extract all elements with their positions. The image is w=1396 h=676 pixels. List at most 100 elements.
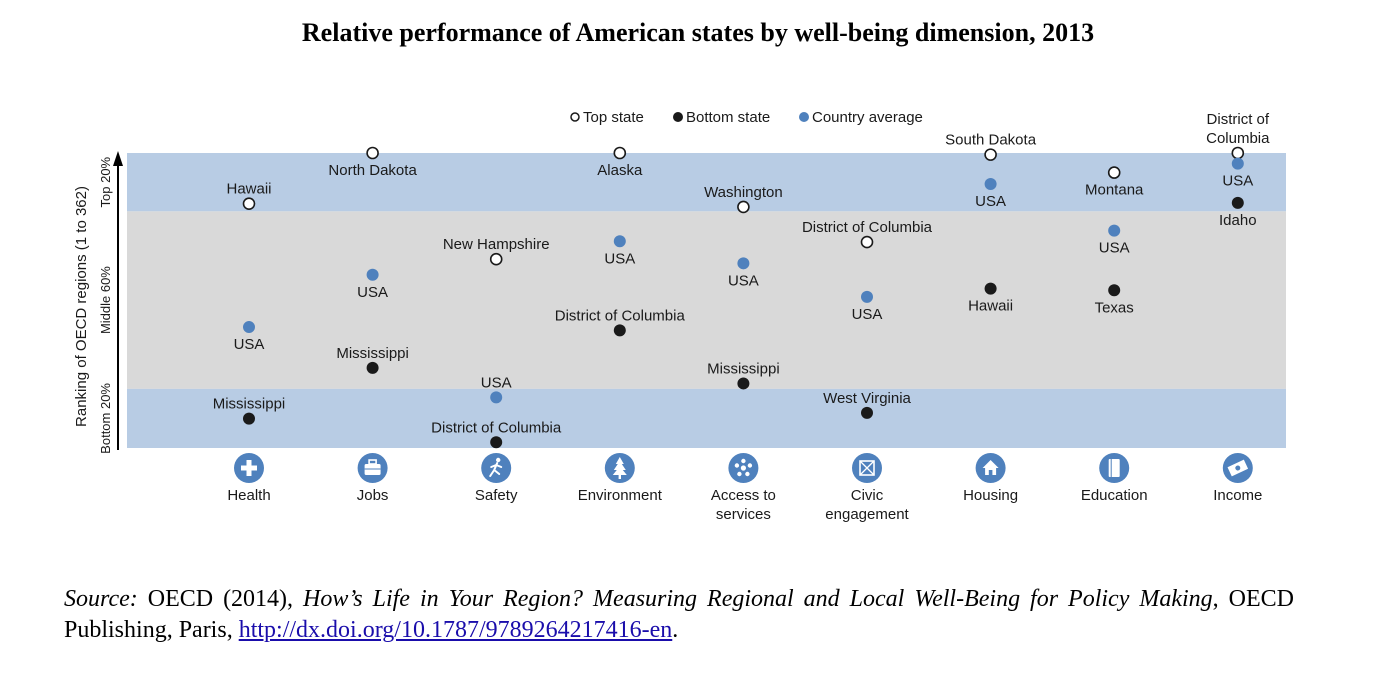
- point-bottom-state: [243, 412, 255, 425]
- point-country-average: [861, 290, 873, 303]
- point-top-state: [1107, 166, 1121, 179]
- point-label: USA: [234, 336, 265, 353]
- point-label: District of Columbia: [802, 219, 933, 236]
- source-link[interactable]: http://dx.doi.org/10.1787/9789264217416-…: [238, 617, 673, 643]
- network-nodes-icon: [728, 453, 759, 483]
- y-axis: Top 20% Middle 60% Bottom 20% Ranking of OE…: [73, 151, 123, 454]
- point-top-state: [984, 148, 997, 161]
- point-label: Washington: [704, 184, 783, 201]
- point-label: Mississippi: [707, 360, 780, 377]
- point-country-average: [1231, 157, 1244, 170]
- point-label: USA: [481, 374, 512, 391]
- legend-marker-average: [799, 112, 809, 122]
- point-top-state: [613, 146, 627, 160]
- point-label: South Dakota: [945, 132, 1037, 149]
- point-bottom-state: [984, 282, 997, 295]
- band-bottom-20: [127, 388, 1286, 448]
- category-label: Civic: [851, 487, 884, 504]
- point-bottom-state: [737, 377, 750, 390]
- point-label: Alaska: [597, 162, 643, 179]
- source-suffix: .: [672, 617, 679, 643]
- ballot-box-icon: [852, 453, 882, 483]
- point-top-state: [860, 235, 874, 249]
- legend-label-bottom: Bottom state: [686, 109, 770, 126]
- point-label: West Virginia: [823, 390, 911, 407]
- band-label: Bottom 20%: [98, 383, 113, 454]
- point-label: USA: [604, 250, 635, 267]
- category-label: Environment: [578, 487, 663, 504]
- category-label: Safety: [475, 487, 518, 504]
- point-label: District of Columbia: [555, 307, 686, 324]
- legend-label-avg: Country average: [812, 109, 923, 126]
- point-top-state: [366, 146, 379, 160]
- legend-marker-bottom: [673, 112, 683, 122]
- point-country-average: [984, 178, 997, 191]
- point-bottom-state: [1231, 196, 1244, 209]
- point-country-average: [613, 235, 626, 248]
- band-label: Middle 60%: [98, 266, 113, 334]
- point-top-state: [489, 252, 503, 266]
- source-book-title: How’s Life in Your Region? Measuring Reg…: [303, 586, 1213, 612]
- ballot-box-icon-glyph: [859, 460, 875, 476]
- category-label: Health: [227, 487, 270, 504]
- icon-badge: [481, 453, 512, 483]
- chart-title: Relative performance of American states …: [301, 18, 1095, 47]
- source-text-2: , OECD Publishing, Paris,: [64, 586, 1294, 643]
- point-country-average: [366, 268, 379, 281]
- point-label: Columbia: [1206, 130, 1270, 147]
- legend: Top state Bottom state Country average: [570, 109, 923, 126]
- point-label: District of Columbia: [431, 419, 562, 436]
- tree-icon-glyph: [612, 457, 627, 479]
- point-label: USA: [728, 272, 759, 289]
- arrow-up-icon: [113, 151, 123, 166]
- category-label: Education: [1081, 487, 1148, 504]
- point-label: Hawaii: [226, 181, 271, 198]
- source-text-1: OECD (2014),: [137, 586, 304, 612]
- category-label: services: [716, 506, 771, 523]
- point-bottom-state: [613, 324, 626, 337]
- point-label: USA: [357, 284, 388, 301]
- health-cross-icon-glyph: [241, 460, 257, 476]
- briefcase-icon-glyph: [364, 459, 381, 475]
- point-label: USA: [852, 306, 883, 323]
- network-nodes-icon-glyph: [734, 458, 753, 477]
- source-note: Source: OECD (2014), How’s Life in Your …: [64, 584, 1294, 646]
- point-country-average: [490, 391, 503, 404]
- point-label: Montana: [1085, 182, 1144, 199]
- point-country-average: [1108, 224, 1121, 237]
- running-person-icon-glyph: [489, 457, 503, 477]
- y-axis-title: Ranking of OECD regions (1 to 362): [73, 186, 90, 427]
- background-bands: [127, 153, 1286, 448]
- book-icon: [1099, 453, 1130, 483]
- point-label: Mississippi: [336, 345, 409, 362]
- point-label: USA: [975, 193, 1006, 210]
- point-country-average: [737, 257, 750, 270]
- category-axis: Health Jobs Safety Environment Access to serv…: [227, 453, 1262, 523]
- point-label: District of: [1207, 111, 1270, 128]
- point-label: New Hampshire: [443, 236, 550, 253]
- point-country-average: [243, 321, 255, 334]
- point-label: USA: [1222, 173, 1253, 190]
- money-icon: [1222, 453, 1253, 483]
- point-label: Texas: [1095, 299, 1134, 316]
- point-top-state: [242, 197, 256, 210]
- health-cross-icon: [234, 453, 264, 483]
- tree-icon: [604, 453, 635, 483]
- legend-marker-top: [570, 112, 580, 122]
- point-label: Idaho: [1219, 212, 1257, 229]
- point-top-state: [737, 200, 750, 214]
- data-points: Hawaii North Dakota New Hampshire Alaska Was…: [213, 111, 1270, 449]
- house-icon-glyph: [982, 460, 999, 475]
- category-label: Housing: [963, 487, 1018, 504]
- category-label: engagement: [825, 506, 909, 523]
- point-bottom-state: [1108, 284, 1121, 297]
- legend-label-top: Top state: [583, 109, 644, 126]
- running-person-icon: [481, 453, 512, 483]
- band-top-20: [127, 153, 1286, 212]
- category-label: Jobs: [357, 487, 389, 504]
- point-bottom-state: [490, 436, 503, 449]
- house-icon: [975, 453, 1006, 483]
- point-label: North Dakota: [328, 162, 417, 179]
- source-prefix: Source:: [64, 586, 138, 612]
- point-top-state: [1231, 146, 1245, 160]
